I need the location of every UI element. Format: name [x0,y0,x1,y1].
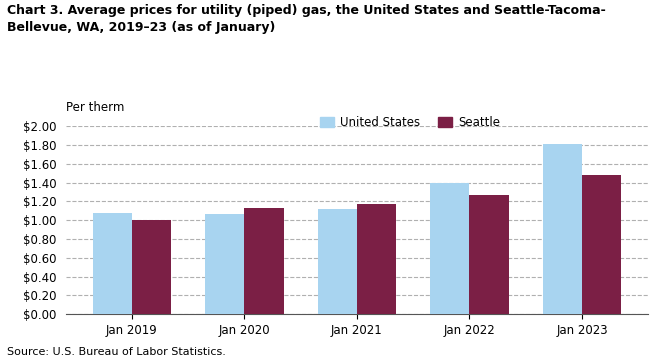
Text: Chart 3. Average prices for utility (piped) gas, the United States and Seattle-T: Chart 3. Average prices for utility (pip… [7,4,605,34]
Bar [357,204,397,314]
Text: Per therm: Per therm [66,101,124,114]
Bar [582,175,621,314]
Bar [317,209,357,314]
Bar [132,220,171,314]
Bar [205,214,245,314]
Legend: United States, Seattle: United States, Seattle [320,116,500,129]
Bar [93,213,132,314]
Bar [469,195,509,314]
Text: Source: U.S. Bureau of Labor Statistics.: Source: U.S. Bureau of Labor Statistics. [7,347,225,357]
Bar [430,183,469,314]
Bar [543,144,582,314]
Bar [245,208,284,314]
